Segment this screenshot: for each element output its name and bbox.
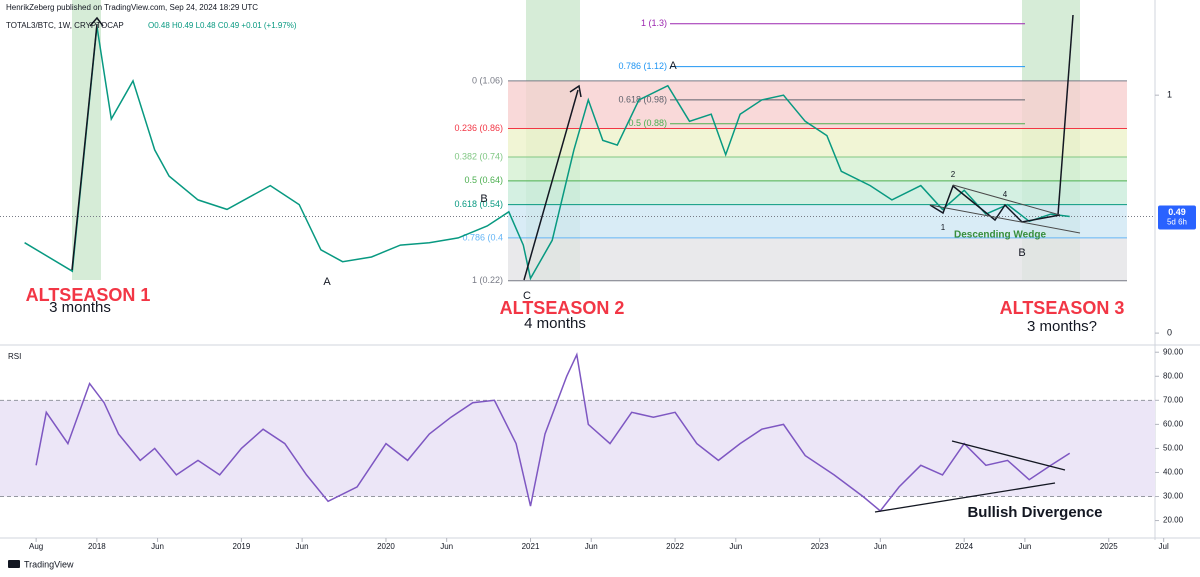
y-tick-label: 90.00	[1163, 347, 1184, 356]
x-tick-label: 2022	[666, 542, 684, 551]
y-tick-label: 60.00	[1163, 419, 1184, 428]
y-tick-label: 80.00	[1163, 371, 1184, 380]
x-tick-label: 2023	[811, 542, 829, 551]
fib-extension-label: 0.618 (0.98)	[618, 94, 667, 104]
fib-label: 0 (1.06)	[472, 75, 503, 85]
fib-band	[508, 180, 1127, 205]
x-tick-label: 2018	[88, 542, 106, 551]
footer: TradingView	[24, 559, 74, 569]
x-tick-label: 2021	[522, 542, 540, 551]
annotation: 3 months	[49, 299, 111, 316]
x-tick-label: Jun	[585, 542, 598, 551]
x-tick-label: 2025	[1100, 542, 1118, 551]
annotation: 4	[1003, 190, 1008, 199]
drawing	[1057, 14, 1074, 216]
x-tick-label: 2024	[955, 542, 973, 551]
drawing	[874, 482, 1056, 513]
fib-label: 0.236 (0.86)	[454, 123, 503, 133]
y-tick-label: 30.00	[1163, 492, 1184, 501]
x-tick-label: Jul	[1159, 542, 1169, 551]
last-price-box	[1158, 205, 1196, 230]
rsi-title: RSI	[8, 352, 21, 361]
annotation: 3 months?	[1027, 318, 1097, 335]
drawing	[523, 89, 579, 281]
annotation: C	[523, 290, 531, 302]
annotation: ALTSEASON 2	[500, 298, 625, 318]
rsi-line	[35, 352, 1071, 512]
y-tick-label: 0	[1167, 327, 1172, 337]
x-tick-label: Jun	[874, 542, 887, 551]
annotation: B	[480, 193, 487, 205]
fib-extension-label: 0.5 (0.88)	[628, 118, 667, 128]
fib-band	[508, 157, 1127, 181]
annotation: ALTSEASON 3	[1000, 298, 1125, 318]
fib-band	[508, 80, 1127, 129]
annotation: 4 months	[524, 315, 586, 332]
annotation: Bullish Divergence	[967, 504, 1102, 521]
y-tick-label: 50.00	[1163, 444, 1184, 453]
ohlc: O0.48 H0.49 L0.48 C0.49 +0.01 (+1.97%)	[148, 21, 297, 30]
fib-label: 0.382 (0.74)	[454, 151, 503, 161]
price-line	[24, 26, 1070, 281]
annotation: B	[1018, 247, 1025, 259]
y-tick-label: 70.00	[1163, 395, 1184, 404]
x-tick-label: Jun	[729, 542, 742, 551]
drawing	[89, 16, 104, 27]
countdown: 5d 6h	[1167, 218, 1187, 227]
x-tick-label: 2020	[377, 542, 395, 551]
drawing	[569, 84, 582, 98]
drawing	[929, 204, 1081, 234]
fib-extension-label: 1 (1.3)	[641, 18, 667, 28]
annotation: 2	[951, 170, 956, 179]
x-tick-label: 2019	[233, 542, 251, 551]
price-axis-bg	[1155, 0, 1200, 577]
fib-band	[508, 237, 1127, 281]
x-tick-label: Aug	[29, 542, 43, 551]
drawing	[951, 440, 1066, 471]
fib-label: 1 (0.22)	[472, 275, 503, 285]
symbol: TOTAL3/BTC, 1W, CRYPTOCAP	[6, 21, 124, 30]
x-tick-label: Jun	[1018, 542, 1031, 551]
fib-extension-label: 0.786 (1.12)	[618, 61, 667, 71]
y-tick-label: 1	[1167, 90, 1172, 100]
annotation: A	[669, 60, 677, 72]
drawing	[71, 23, 98, 271]
rsi-band	[0, 400, 1155, 497]
publisher: HenrikZeberg published on TradingView.co…	[6, 3, 258, 12]
fib-label: 0.618 (0.54)	[454, 199, 503, 209]
y-tick-label: 40.00	[1163, 468, 1184, 477]
logo	[8, 560, 20, 568]
drawing	[952, 184, 1061, 216]
annotation: 1	[941, 223, 946, 232]
fib-label: 0.5 (0.64)	[464, 175, 503, 185]
last-price-label: 0.49	[1168, 207, 1186, 217]
annotation: ALTSEASON 1	[26, 285, 151, 305]
y-tick-label: 20.00	[1163, 516, 1184, 525]
annotation: A	[323, 276, 331, 288]
x-tick-label: Jun	[440, 542, 453, 551]
x-tick-label: Jun	[151, 542, 164, 551]
annotation: Descending Wedge	[954, 230, 1046, 241]
fib-label: 0.786 (0.4	[462, 232, 503, 242]
x-tick-label: Jun	[296, 542, 309, 551]
